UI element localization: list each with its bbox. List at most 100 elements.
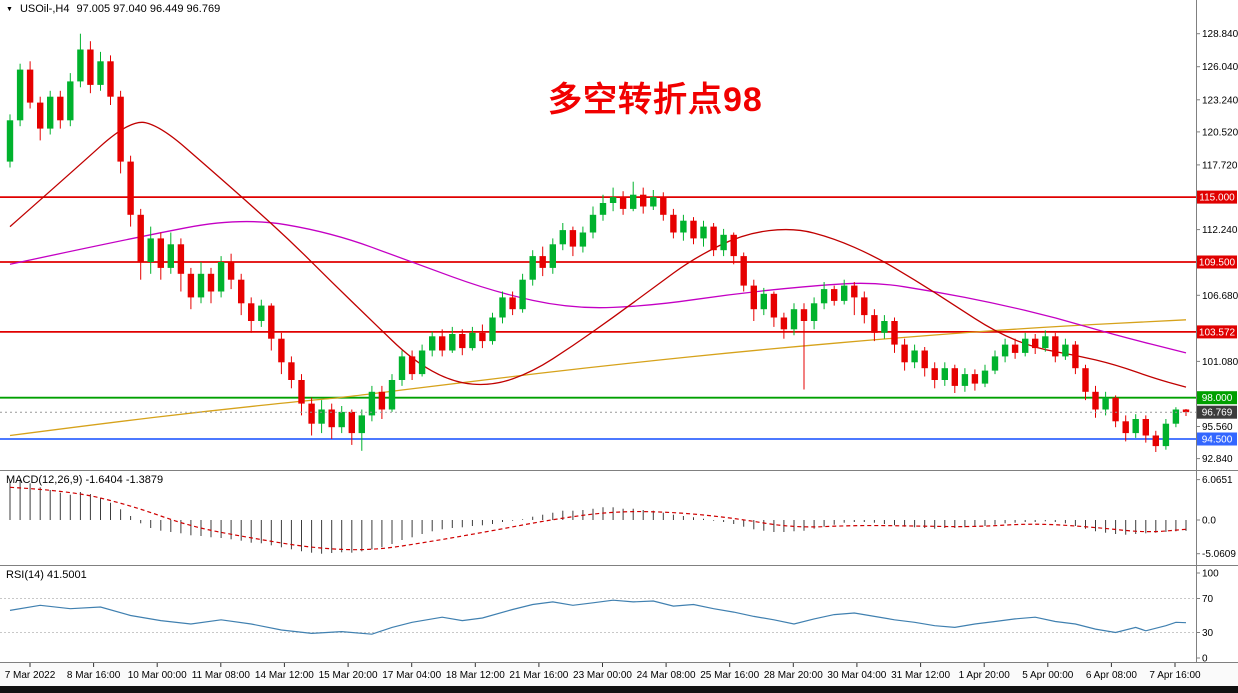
candle-body [388, 380, 396, 410]
chart-symbol-header: ▼ USOil-,H4 97.005 97.040 96.449 96.769 [6, 3, 220, 15]
candle-body [1042, 336, 1049, 349]
time-label: 10 Mar 00:00 [128, 670, 187, 681]
main-plot-area[interactable] [0, 0, 1196, 470]
candle-body [37, 102, 44, 129]
time-label: 18 Mar 12:00 [446, 670, 505, 681]
candle-body [408, 356, 416, 375]
macd-tick-label: 6.0651 [1202, 475, 1233, 486]
candle-body [831, 289, 838, 301]
candle-body [549, 244, 556, 268]
candle-body [1052, 336, 1059, 357]
price-tag-text: 98.000 [1202, 393, 1233, 404]
candle-body [650, 197, 657, 207]
candle-body [258, 305, 265, 321]
candle-body [931, 368, 938, 380]
price-tag-bg [1197, 405, 1237, 419]
price-tick-label: 95.560 [1202, 422, 1233, 433]
time-label: 17 Mar 04:00 [382, 670, 441, 681]
candle-body [1142, 419, 1149, 436]
candle-body [429, 336, 436, 351]
current-price-tag[interactable]: 96.769 [1197, 405, 1237, 419]
candle-body [16, 69, 24, 121]
candle-body [1001, 344, 1009, 357]
price-tag-103.572[interactable]: 103.572 [1197, 325, 1237, 339]
time-scale[interactable]: 7 Mar 2022 8 Mar 16:00 10 Mar 00:00 11 Mar … [5, 663, 1201, 681]
ma-fast-line [9, 121, 1187, 388]
candle-body [328, 409, 335, 428]
time-label: 7 Mar 2022 [5, 670, 56, 681]
candle-body [599, 203, 607, 215]
price-tag-bg [1197, 255, 1237, 269]
candle-body [418, 350, 426, 375]
candle-body [137, 214, 144, 262]
time-label: 25 Mar 16:00 [700, 670, 759, 681]
candle-body [117, 96, 124, 162]
macd-signal-line [9, 486, 1187, 551]
candle-body [841, 285, 848, 301]
candle-body [881, 321, 888, 333]
candle-body [187, 273, 195, 298]
price-tick-label: 106.680 [1202, 291, 1238, 302]
candle-body [238, 279, 245, 304]
candle-body [690, 220, 697, 239]
rsi-tick-label: 0 [1202, 654, 1208, 665]
candle-body [609, 197, 617, 203]
candle-body [539, 256, 546, 268]
candle-body [278, 338, 285, 363]
price-tick-label: 112.240 [1202, 225, 1238, 236]
candle-body [207, 273, 215, 292]
time-label: 8 Mar 16:00 [67, 670, 121, 681]
candle-body [378, 391, 386, 410]
price-scale[interactable]: 128.840 126.040 123.240 120.520 117.720 112.2… [1196, 29, 1238, 465]
candle-body [268, 305, 275, 339]
candle-body [177, 244, 185, 274]
candle-body [26, 69, 34, 103]
price-tag-text: 115.000 [1199, 193, 1235, 204]
candle-body [680, 220, 687, 233]
price-tag-94.500[interactable]: 94.500 [1197, 432, 1237, 446]
price-tag-98.000[interactable]: 98.000 [1197, 391, 1237, 405]
price-tick-label: 123.240 [1202, 95, 1238, 106]
chart-annotation-text[interactable]: 多空转折点98 [548, 81, 763, 119]
candle-body [167, 244, 174, 268]
candle-body [6, 120, 14, 162]
candle-body [730, 234, 737, 257]
price-tag-text: 103.572 [1199, 327, 1236, 338]
candle-body [660, 197, 667, 215]
time-label: 6 Apr 08:00 [1086, 670, 1138, 681]
collapse-arrow-icon[interactable]: ▼ [6, 5, 13, 13]
price-tag-115.000[interactable]: 115.000 [1197, 190, 1237, 204]
price-tick-label: 92.840 [1202, 454, 1233, 465]
rsi-tick-label: 100 [1202, 569, 1219, 580]
price-tag-bg [1197, 190, 1237, 204]
candle-body [67, 81, 74, 121]
time-label: 15 Mar 20:00 [319, 670, 378, 681]
time-label: 23 Mar 00:00 [573, 670, 632, 681]
candle-body [1032, 338, 1039, 349]
symbol-label: USOil-,H4 [19, 3, 70, 15]
price-tick-label: 120.520 [1202, 127, 1238, 138]
candle-body [499, 297, 506, 318]
candle-body [569, 230, 577, 247]
time-axis-strip[interactable] [0, 663, 1238, 686]
candle-body [740, 256, 747, 286]
price-tag-109.500[interactable]: 109.500 [1197, 255, 1237, 269]
candle-body [87, 49, 94, 85]
macd-scale[interactable]: 6.0651 0.0 -5.0609 [1196, 475, 1236, 560]
price-tick-label: 117.720 [1202, 160, 1238, 171]
candle-body [851, 285, 858, 298]
ohlc-values: 97.005 97.040 96.449 96.769 [76, 3, 221, 15]
candle-body [800, 309, 808, 321]
candle-body [469, 332, 476, 349]
candle-body [1082, 368, 1089, 392]
candle-body [720, 234, 727, 251]
candle-body [1062, 344, 1069, 357]
candle-body [318, 409, 325, 424]
candle-body [107, 61, 114, 97]
candle-body [47, 96, 54, 129]
candle-body [1172, 409, 1180, 424]
candle-body [630, 194, 637, 209]
price-tag-text: 94.500 [1202, 435, 1233, 446]
rsi-scale[interactable]: 100 70 30 0 [1196, 569, 1219, 665]
